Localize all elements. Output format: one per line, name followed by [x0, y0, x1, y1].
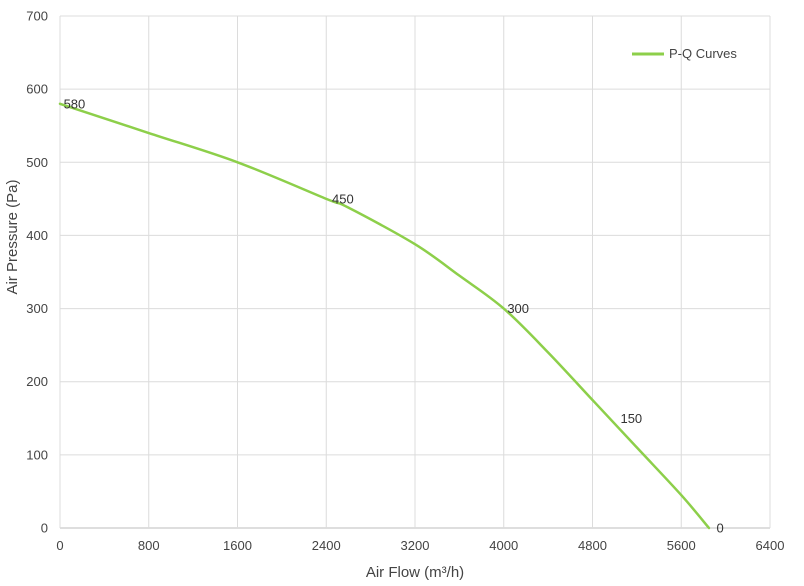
x-axis-ticks: 0 800 1600 2400 3200 4000 4800 5600 6400: [56, 538, 784, 553]
data-label: 150: [620, 411, 642, 426]
data-label: 0: [716, 521, 723, 536]
y-tick-label: 500: [26, 155, 48, 170]
x-tick-label: 6400: [756, 538, 785, 553]
x-tick-label: 2400: [312, 538, 341, 553]
y-tick-label: 400: [26, 228, 48, 243]
data-labels: 580 450 300 150 0: [64, 96, 724, 535]
x-tick-label: 0: [56, 538, 63, 553]
x-tick-label: 800: [138, 538, 160, 553]
x-tick-label: 5600: [667, 538, 696, 553]
y-axis-title: Air Pressure (Pa): [4, 179, 21, 294]
y-axis-ticks: 0 100 200 300 400 500 600 700: [26, 9, 48, 536]
data-label: 580: [64, 96, 86, 111]
data-label: 450: [332, 191, 354, 206]
y-tick-label: 700: [26, 9, 48, 24]
x-tick-label: 1600: [223, 538, 252, 553]
legend: P-Q Curves: [632, 46, 737, 61]
x-tick-label: 3200: [401, 538, 430, 553]
data-label: 300: [507, 301, 529, 316]
y-tick-label: 200: [26, 374, 48, 389]
x-axis-title: Air Flow (m³/h): [366, 564, 464, 581]
y-tick-label: 600: [26, 82, 48, 97]
y-tick-label: 300: [26, 301, 48, 316]
y-tick-label: 0: [41, 521, 48, 536]
y-tick-label: 100: [26, 447, 48, 462]
series-line: [58, 102, 711, 530]
grid-lines: [59, 15, 771, 529]
series-group: [58, 102, 711, 530]
legend-label: P-Q Curves: [669, 46, 737, 61]
x-tick-label: 4000: [489, 538, 518, 553]
x-tick-label: 4800: [578, 538, 607, 553]
